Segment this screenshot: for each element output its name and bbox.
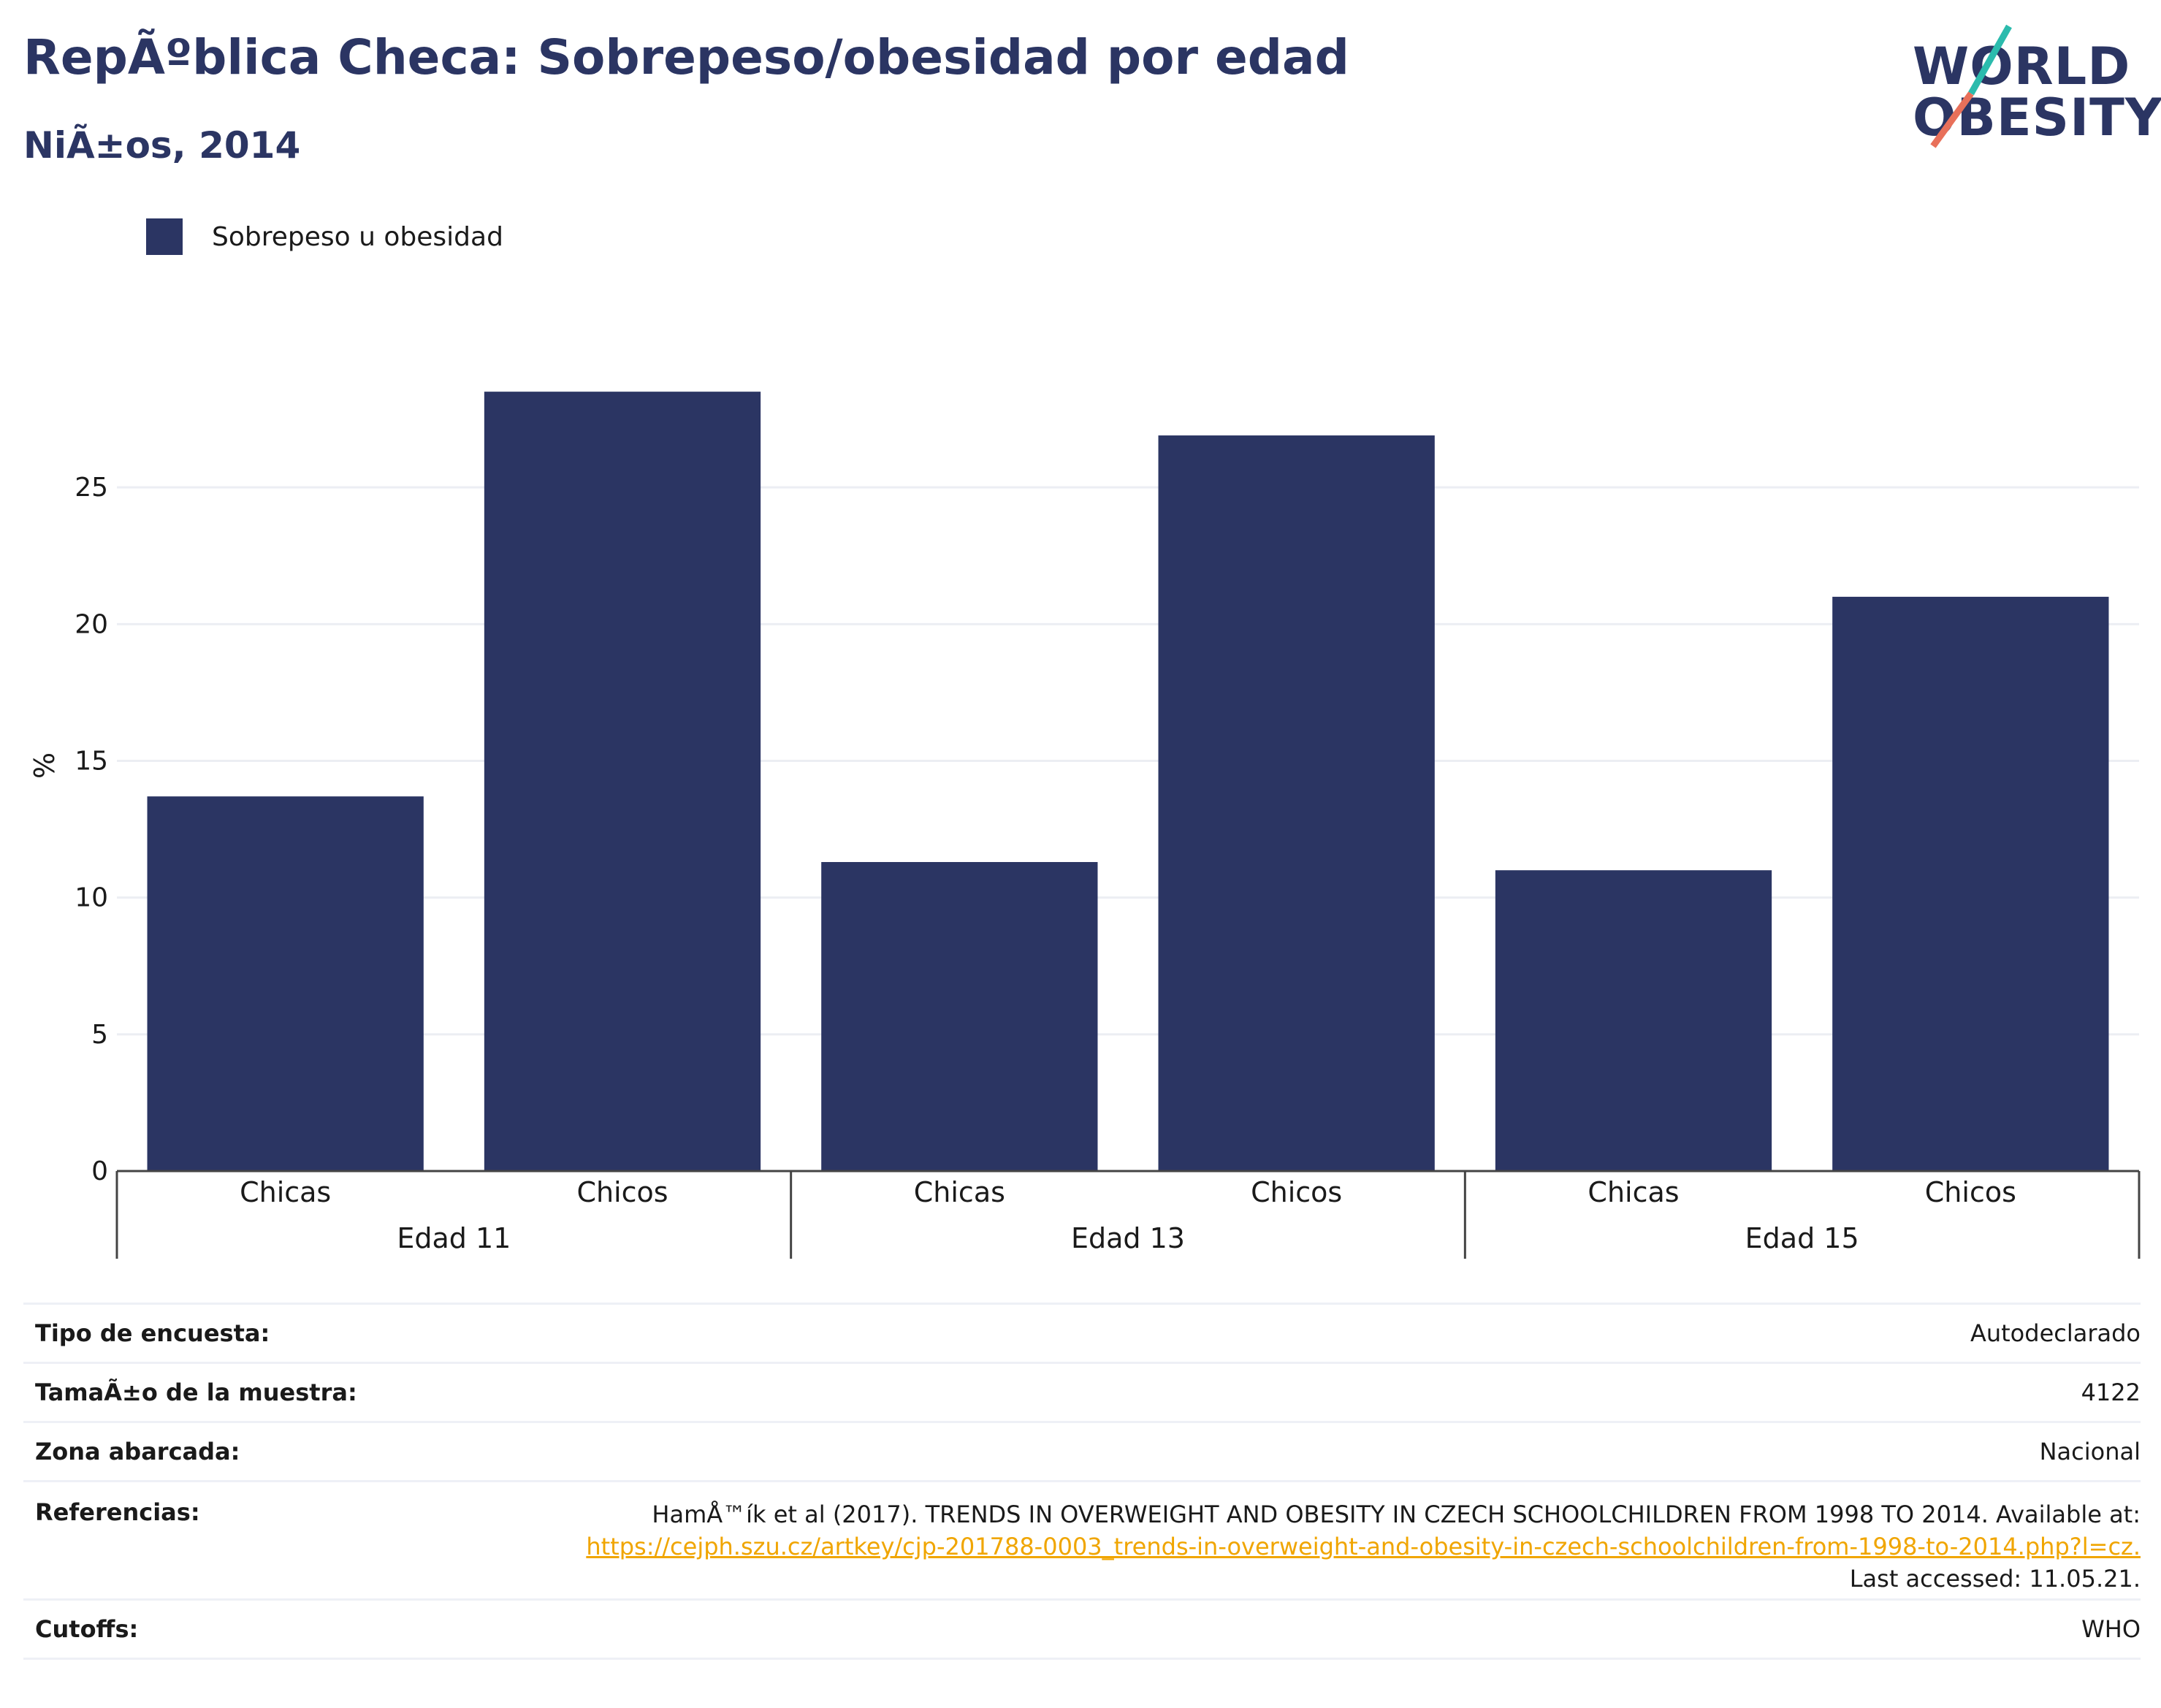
y-tick-label: 0 [91,1156,108,1186]
x-group-label: Edad 13 [1071,1222,1185,1254]
logo-line-1: WORLD [1913,37,2131,96]
chart-subtitle: NiÃ±os, 2014 [23,124,301,167]
info-row-cutoffs: Cutoffs: WHO [23,1598,2141,1660]
info-row-references: Referencias: HamÅ™ík et al (2017). TREND… [23,1480,2141,1598]
bar-chart: 0 5 10 15 20 25% Chicas Chicos Chicas Chicos Chica… [28,392,2141,1259]
info-row-area: Zona abarcada: Nacional [23,1421,2141,1480]
info-row-sample-size: TamaÃ±o de la muestra: 4122 [23,1362,2141,1421]
bar [1158,435,1435,1171]
x-tick-label: Chicas [1588,1176,1679,1208]
y-tick-label: 5 [91,1020,108,1050]
x-tick-label: Chicos [1251,1176,1342,1208]
info-table: Tipo de encuesta: Autodeclarado TamaÃ±o … [23,1303,2141,1660]
references-accessed: Last accessed: 11.05.21. [1849,1565,2141,1593]
references-value: HamÅ™ík et al (2017). TRENDS IN OVERWEIG… [586,1498,2141,1595]
legend: Sobrepeso u obesidad [146,218,503,256]
legend-swatch [146,218,183,255]
area-value: Nacional [2039,1438,2141,1465]
x-tick-label: Chicas [240,1176,331,1208]
logo-slash-icon [1930,24,2012,148]
y-tick-label: 10 [75,883,108,913]
references-text: HamÅ™ík et al (2017). TRENDS IN OVERWEIG… [652,1501,2141,1528]
world-obesity-logo: WORLD OBESITY [1899,22,2161,153]
x-tick-label: Chicos [576,1176,668,1208]
survey-type-label: Tipo de encuesta: [35,1319,270,1347]
y-axis-label: % [28,752,61,779]
y-tick-label: 15 [75,747,108,777]
x-tick-label: Chicos [1925,1176,2016,1208]
survey-type-value: Autodeclarado [1970,1319,2141,1347]
bar [1495,870,1772,1171]
bar [821,862,1098,1171]
references-link[interactable]: https://cejph.szu.cz/artkey/cjp-201788-0… [586,1533,2141,1560]
x-group-label: Edad 11 [397,1222,511,1254]
references-label: Referencias: [35,1498,200,1526]
sample-size-value: 4122 [2081,1379,2141,1406]
chart-title: RepÃºblica Checa: Sobrepeso/obesidad por… [23,29,1349,85]
bar [484,392,761,1171]
sample-size-label: TamaÃ±o de la muestra: [35,1379,357,1406]
cutoffs-label: Cutoffs: [35,1615,139,1643]
area-label: Zona abarcada: [35,1438,240,1465]
bar [1832,596,2109,1171]
legend-label: Sobrepeso u obesidad [212,221,503,252]
x-group-label: Edad 15 [1745,1222,1859,1254]
cutoffs-value: WHO [2081,1615,2141,1643]
y-tick-label: 20 [75,609,108,639]
bar [147,796,424,1171]
y-tick-label: 25 [75,473,108,503]
info-row-survey-type: Tipo de encuesta: Autodeclarado [23,1303,2141,1362]
x-tick-label: Chicas [914,1176,1005,1208]
